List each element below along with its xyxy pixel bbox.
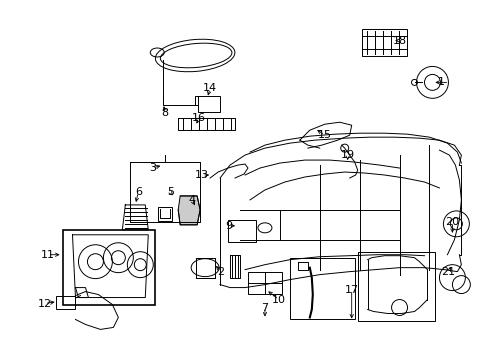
Bar — [361, 28, 406, 57]
Text: 3: 3 — [148, 163, 156, 173]
Text: 16: 16 — [192, 113, 206, 123]
Text: 21: 21 — [441, 267, 454, 276]
Bar — [198, 96, 220, 112]
Text: 12: 12 — [38, 298, 52, 309]
Text: 15: 15 — [317, 130, 331, 140]
Text: 9: 9 — [225, 221, 232, 231]
Text: 17: 17 — [344, 284, 358, 294]
Text: 7: 7 — [261, 302, 268, 312]
Text: 20: 20 — [445, 217, 459, 227]
Text: 6: 6 — [135, 187, 142, 197]
Bar — [62, 230, 155, 305]
Bar — [289, 258, 354, 319]
Text: 10: 10 — [271, 294, 285, 305]
Text: 4: 4 — [188, 195, 195, 205]
Bar — [56, 296, 75, 310]
Text: 11: 11 — [41, 250, 55, 260]
Text: 18: 18 — [392, 36, 406, 46]
Text: 1: 1 — [437, 77, 444, 87]
Bar — [158, 207, 172, 221]
Text: 13: 13 — [195, 170, 209, 180]
Bar — [247, 272, 281, 293]
Bar — [357, 252, 435, 321]
Text: 2: 2 — [217, 267, 224, 276]
Text: 5: 5 — [166, 187, 173, 197]
Bar — [227, 220, 255, 242]
Text: 19: 19 — [340, 150, 354, 160]
Text: 14: 14 — [203, 84, 217, 93]
Polygon shape — [178, 196, 200, 225]
Text: 8: 8 — [162, 108, 168, 118]
